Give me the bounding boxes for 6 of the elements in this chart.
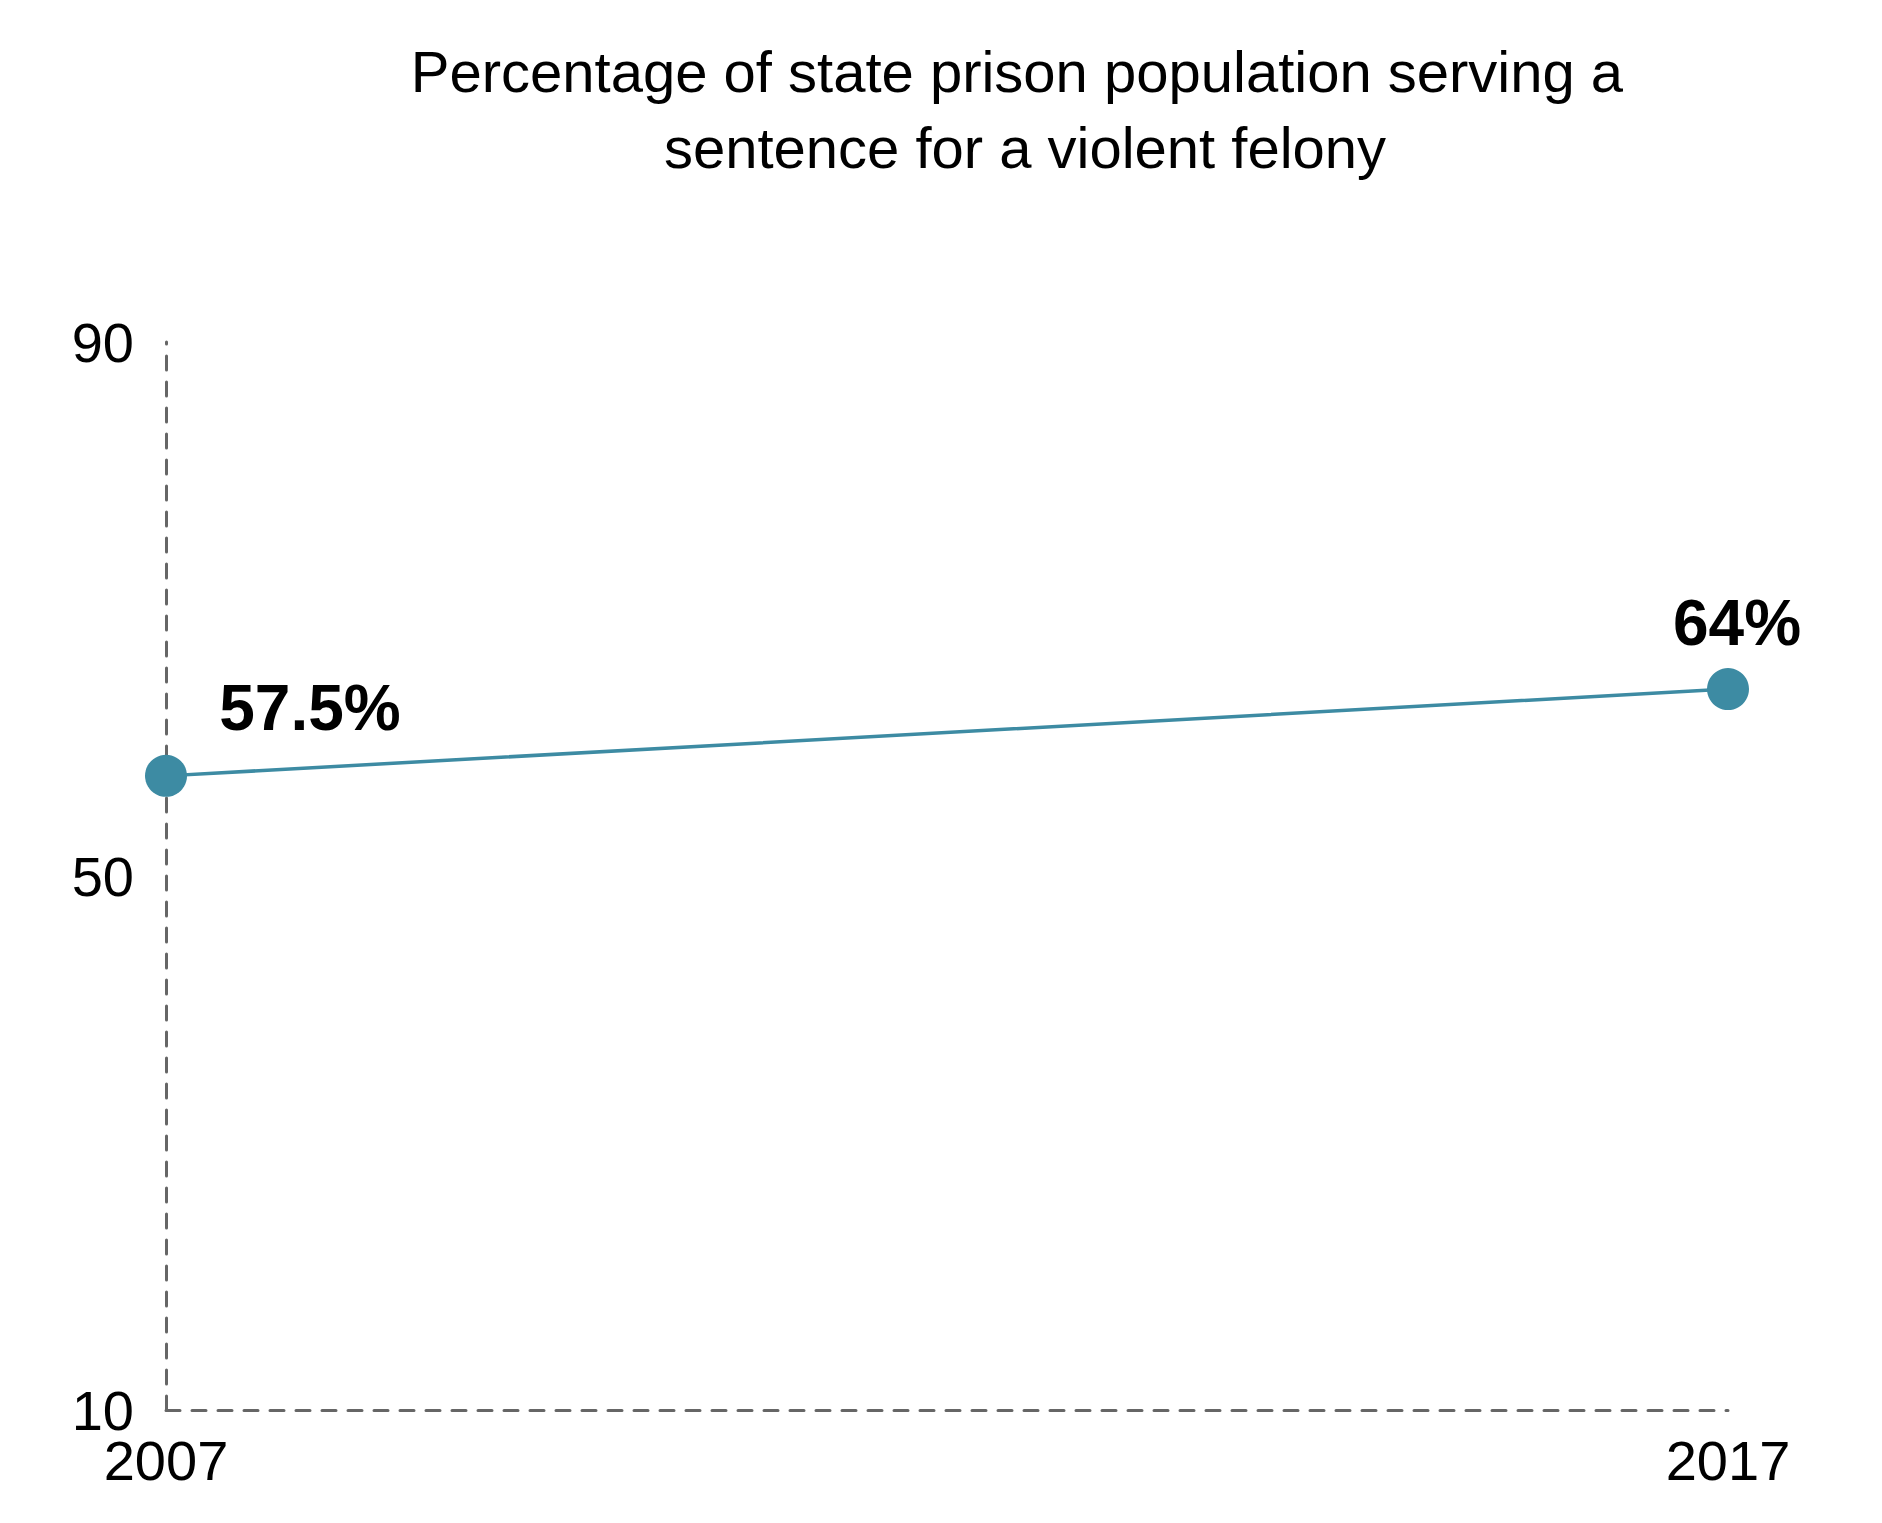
data-label: 64% xyxy=(1672,587,1802,660)
chart-title: Percentage of state prison population serving a sentence for a violent felony xyxy=(410,38,1640,180)
y-tick-label: 90 xyxy=(71,310,134,374)
y-tick-label: 50 xyxy=(71,844,134,908)
x-tick-label: 2017 xyxy=(1665,1428,1791,1492)
data-label: 57.5% xyxy=(219,671,401,744)
